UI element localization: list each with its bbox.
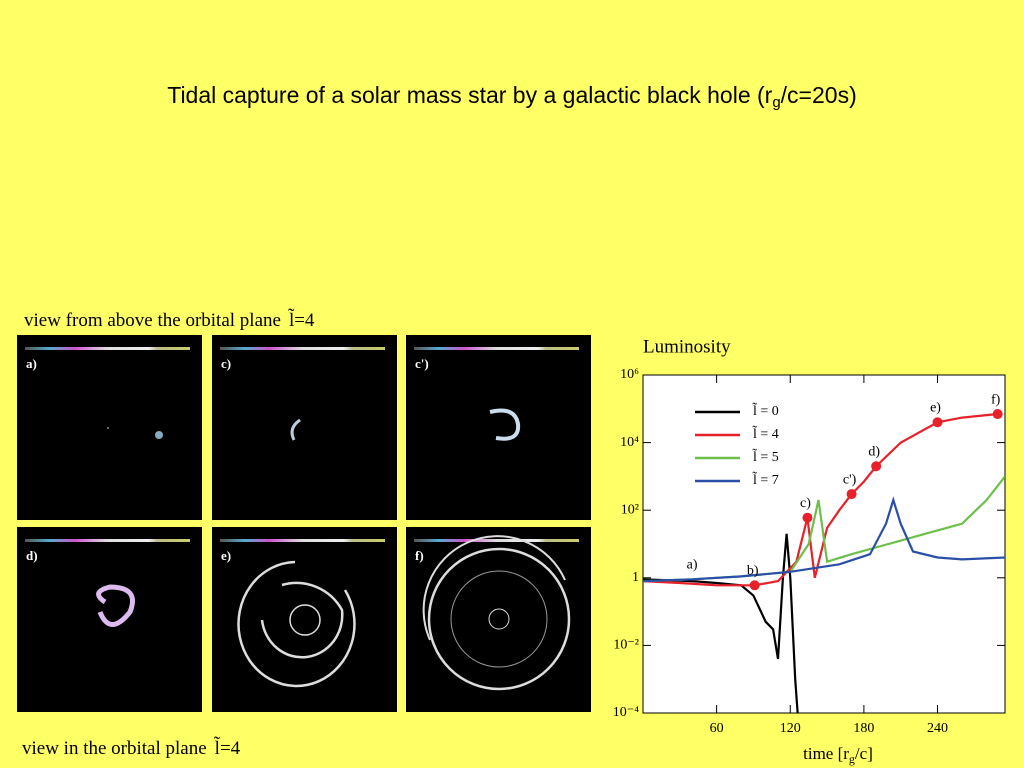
- caption-param: l̃=4: [214, 736, 241, 760]
- title-text: /c=20s): [781, 82, 857, 108]
- top-caption: view from above the orbital plane l̃=4: [24, 308, 315, 332]
- event-label: c'): [843, 472, 857, 487]
- y-tick-label: 10⁴: [620, 435, 639, 450]
- x-label-text: time [r: [803, 744, 849, 763]
- panel: [212, 335, 397, 520]
- panel: [17, 335, 202, 520]
- panel-label: d): [26, 548, 38, 563]
- x-label-subscript: g: [849, 752, 855, 766]
- title-subscript: g: [772, 94, 780, 111]
- event-marker: [932, 417, 943, 428]
- legend-label: l̃ = 5: [752, 448, 778, 465]
- event-label: a): [687, 558, 698, 573]
- x-tick-label: 60: [710, 721, 724, 736]
- y-tick-label: 10⁻⁴: [613, 705, 639, 720]
- panel-label: e): [221, 548, 231, 563]
- event-label: d): [868, 444, 880, 459]
- x-tick-label: 240: [927, 721, 948, 736]
- color-bar: [25, 539, 190, 542]
- event-label: c): [800, 496, 811, 511]
- x-tick-label: 120: [780, 721, 801, 736]
- x-tick-label: 180: [853, 721, 874, 736]
- event-marker: [846, 489, 857, 500]
- title-text: Tidal capture of a solar mass star by a …: [167, 82, 772, 108]
- panel-label: a): [26, 356, 37, 371]
- color-bar: [414, 539, 579, 542]
- color-bar: [414, 347, 579, 350]
- panel: [406, 335, 591, 520]
- event-label: b): [747, 564, 759, 579]
- series-line: [643, 533, 799, 713]
- panel-label: f): [415, 548, 424, 563]
- x-axis-title: time [rg/c]: [803, 744, 873, 766]
- panel: [406, 527, 591, 712]
- y-tick-label: 10⁶: [620, 367, 639, 382]
- x-label-text: /c]: [855, 744, 873, 763]
- event-marker: [871, 461, 882, 472]
- legend-label: l̃ = 4: [752, 425, 778, 442]
- panel: [212, 527, 397, 712]
- legend-label: l̃ = 0: [752, 402, 778, 419]
- chart-title: Luminosity: [643, 336, 731, 357]
- caption-text: view from above the orbital plane: [24, 310, 281, 331]
- plot: [643, 409, 1005, 713]
- color-bar: [220, 539, 385, 542]
- caption-text: view in the orbital plane: [22, 738, 207, 759]
- event-label: f): [991, 392, 1001, 407]
- y-tick-label: 1: [632, 570, 639, 585]
- simulation-panels: a) c) c') d) e) f): [17, 335, 591, 712]
- panel-label: c): [221, 356, 231, 371]
- event-label: e): [930, 400, 941, 415]
- event-marker: [802, 512, 813, 523]
- y-tick-label: 10⁻²: [613, 638, 639, 653]
- color-bar: [220, 347, 385, 350]
- caption-param: l̃=4: [288, 308, 315, 332]
- panel-label: c'): [415, 356, 429, 371]
- panel-art: [96, 408, 571, 691]
- color-bar: [25, 347, 190, 350]
- series-line: [643, 412, 998, 587]
- y-tick-label: 10²: [621, 502, 639, 517]
- legend-label: l̃ = 7: [752, 471, 778, 488]
- panel: [17, 527, 202, 712]
- event-marker: [992, 409, 1003, 420]
- series-line: [643, 496, 1005, 583]
- slide-title: Tidal capture of a solar mass star by a …: [167, 82, 857, 111]
- bottom-caption: view in the orbital plane l̃=4: [22, 736, 241, 760]
- axes: 10⁶ 10⁴ 10² 1 10⁻² 10⁻⁴ 60 120 180 240 l̃ = 0 l̃ = …: [613, 367, 1005, 736]
- event-marker: [749, 580, 760, 591]
